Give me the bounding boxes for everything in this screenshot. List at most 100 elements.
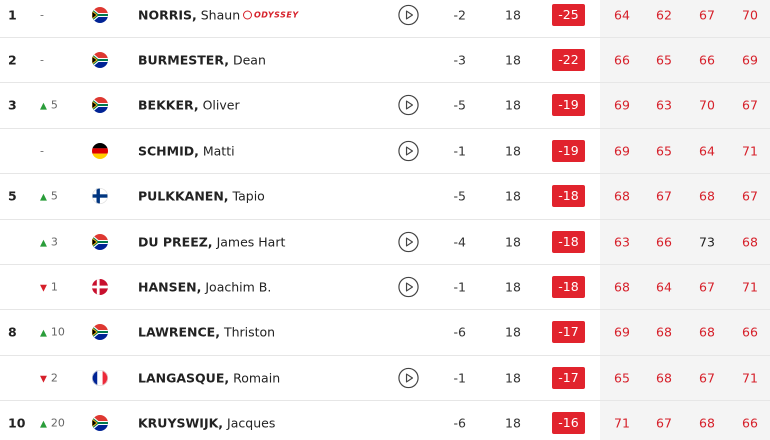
country-flag bbox=[92, 279, 108, 295]
movement-arrow: ▲ bbox=[40, 419, 47, 430]
round-score: 68 bbox=[614, 188, 630, 204]
last-name: LANGASQUE, bbox=[138, 370, 230, 386]
holes-thru: 18 bbox=[505, 370, 521, 386]
country-flag bbox=[92, 143, 108, 159]
round-score: 67 bbox=[656, 415, 672, 431]
round-score: 66 bbox=[742, 324, 758, 340]
round-score: 71 bbox=[614, 415, 630, 431]
player-name: LANGASQUE, Romain bbox=[138, 370, 280, 385]
round-score: 63 bbox=[656, 97, 672, 113]
round-score: 71 bbox=[742, 279, 758, 295]
first-name: Romain bbox=[233, 370, 281, 386]
leaderboard-row: 10 ▲ 20 KRUYSWIJK, Jacques -6 18 -16 71 67 68 66 bbox=[0, 401, 770, 440]
total-score: -25 bbox=[552, 3, 585, 26]
first-name: Dean bbox=[232, 52, 266, 68]
movement-value: 1 bbox=[50, 280, 58, 294]
movement: ▲ 10 bbox=[40, 326, 65, 339]
play-button[interactable] bbox=[398, 4, 419, 25]
today-score: -1 bbox=[453, 279, 466, 295]
country-flag bbox=[92, 97, 108, 113]
player-name: LAWRENCE, Thriston bbox=[138, 325, 275, 340]
movement: - bbox=[40, 8, 44, 21]
movement: ▲ 3 bbox=[40, 235, 58, 248]
first-name: Oliver bbox=[202, 97, 240, 113]
movement-value: 10 bbox=[50, 325, 65, 339]
round-score: 67 bbox=[742, 188, 758, 204]
movement: - bbox=[40, 53, 44, 66]
player-name: NORRIS, Shaun bbox=[138, 7, 240, 22]
play-button[interactable] bbox=[398, 231, 419, 252]
movement: ▲ 5 bbox=[40, 99, 58, 112]
round-score: 69 bbox=[614, 97, 630, 113]
player-name: BURMESTER, Dean bbox=[138, 52, 266, 67]
last-name: KRUYSWIJK, bbox=[138, 415, 224, 431]
today-score: -6 bbox=[453, 415, 466, 431]
today-score: -5 bbox=[453, 97, 466, 113]
play-button[interactable] bbox=[398, 140, 419, 161]
rounds-background bbox=[600, 0, 770, 440]
holes-thru: 18 bbox=[505, 324, 521, 340]
round-score: 63 bbox=[614, 234, 630, 249]
first-name: Shaun bbox=[200, 7, 241, 22]
holes-thru: 18 bbox=[505, 7, 521, 22]
round-score: 68 bbox=[614, 279, 630, 295]
today-score: -3 bbox=[453, 52, 466, 68]
player-name: PULKKANEN, Tapio bbox=[138, 189, 265, 204]
round-score: 64 bbox=[699, 143, 715, 159]
holes-thru: 18 bbox=[505, 97, 521, 113]
sponsor-mark bbox=[243, 10, 252, 19]
today-score: -5 bbox=[453, 188, 466, 204]
round-score: 68 bbox=[656, 370, 672, 386]
movement-value: - bbox=[40, 8, 44, 21]
round-score: 66 bbox=[656, 234, 672, 249]
holes-thru: 18 bbox=[505, 52, 521, 68]
round-score: 68 bbox=[656, 324, 672, 340]
round-score: 64 bbox=[614, 7, 630, 22]
position: 5 bbox=[8, 188, 17, 204]
round-score: 71 bbox=[742, 370, 758, 386]
total-score: -16 bbox=[552, 412, 585, 435]
last-name: BURMESTER, bbox=[138, 52, 229, 68]
round-score: 70 bbox=[699, 97, 715, 113]
today-score: -6 bbox=[453, 324, 466, 340]
round-score: 66 bbox=[699, 52, 715, 68]
first-name: Thriston bbox=[223, 324, 276, 340]
holes-thru: 18 bbox=[505, 279, 521, 295]
first-name: James Hart bbox=[216, 234, 286, 249]
last-name: BEKKER, bbox=[138, 97, 199, 113]
round-score: 67 bbox=[699, 370, 715, 386]
play-button[interactable] bbox=[398, 276, 419, 298]
round-score: 69 bbox=[614, 143, 630, 159]
movement-arrow: ▼ bbox=[40, 283, 47, 294]
country-flag bbox=[92, 188, 108, 204]
total-score: -18 bbox=[552, 230, 585, 253]
round-score: 69 bbox=[742, 52, 758, 68]
round-score: 68 bbox=[699, 188, 715, 204]
leaderboard-row: ▲ 3 DU PREEZ, James Hart -4 18 -18 63 66 73 68 bbox=[0, 219, 770, 265]
movement: ▼ 1 bbox=[40, 280, 58, 293]
movement-arrow: ▲ bbox=[40, 238, 47, 248]
position: 8 bbox=[8, 324, 17, 340]
today-score: -2 bbox=[453, 7, 466, 22]
leaderboard-row: ▼ 1 HANSEN, Joachim B. -1 18 -18 68 64 67 71 bbox=[0, 264, 770, 311]
first-name: Jacques bbox=[227, 415, 276, 431]
country-flag bbox=[92, 234, 108, 250]
movement-value: 20 bbox=[50, 416, 65, 430]
movement-arrow: ▲ bbox=[40, 101, 47, 112]
round-score: 67 bbox=[656, 188, 672, 204]
last-name: PULKKANEN, bbox=[138, 188, 229, 204]
play-button[interactable] bbox=[398, 95, 419, 116]
round-score: 73 bbox=[699, 234, 715, 249]
play-button[interactable] bbox=[398, 367, 419, 388]
player-name: SCHMID, Matti bbox=[138, 143, 235, 158]
movement-value: 2 bbox=[50, 371, 58, 385]
player-name: BEKKER, Oliver bbox=[138, 98, 240, 113]
country-flag bbox=[92, 52, 108, 68]
round-score: 66 bbox=[742, 415, 758, 431]
leaderboard-row: 2 - BURMESTER, Dean -3 18 -22 66 65 66 69 bbox=[0, 37, 770, 84]
position: 2 bbox=[8, 52, 17, 68]
first-name: Tapio bbox=[232, 188, 265, 204]
movement-value: - bbox=[40, 53, 44, 67]
